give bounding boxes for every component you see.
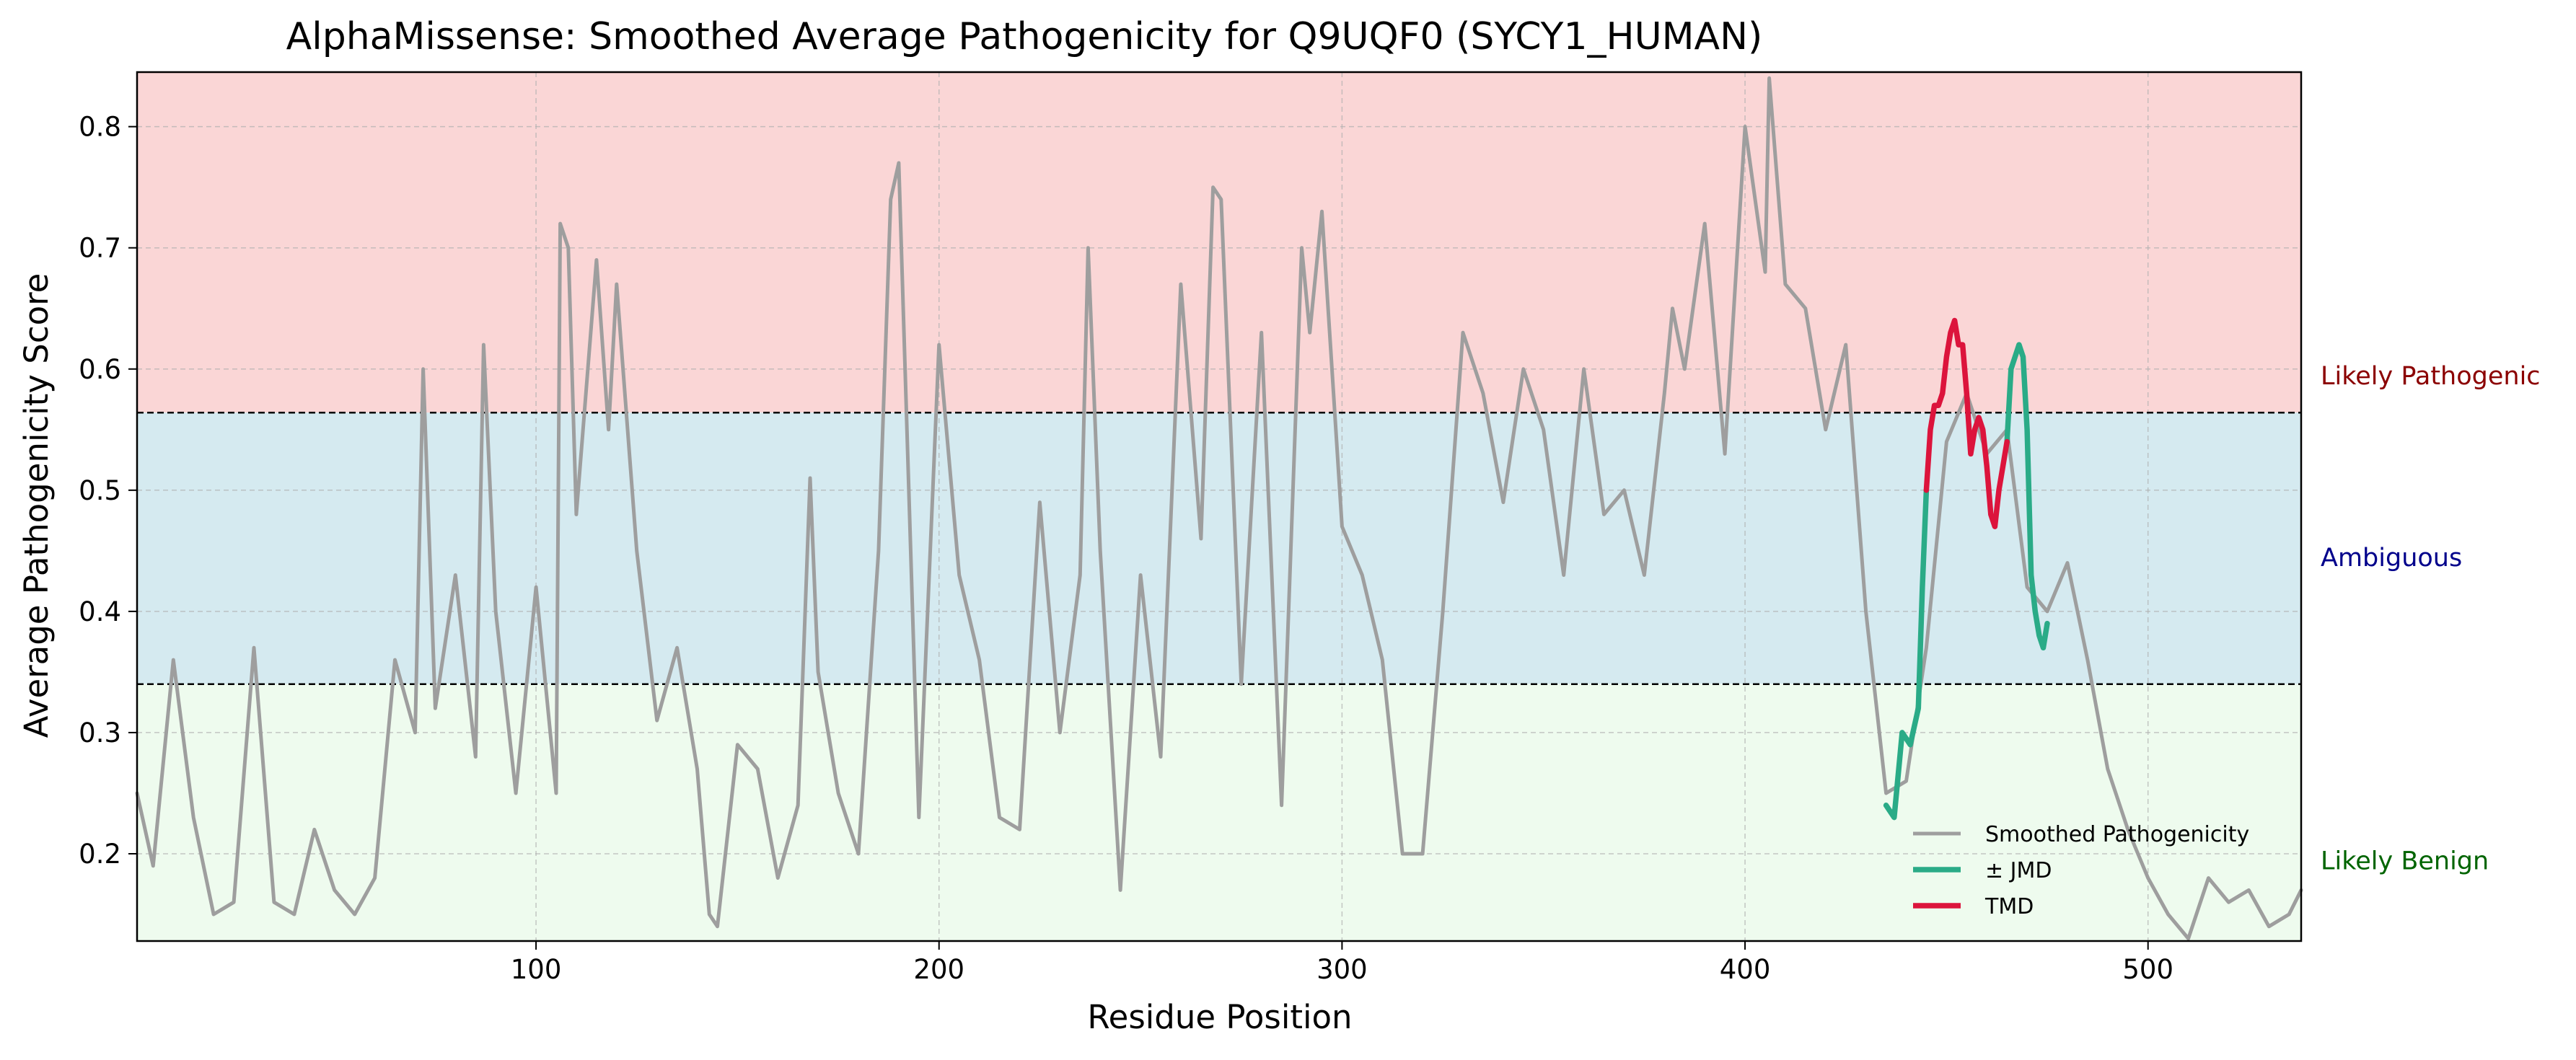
region-likely-pathogenic <box>137 72 2301 413</box>
x-tick-label-100: 100 <box>511 954 562 985</box>
legend-label-tmd: TMD <box>1984 894 2034 919</box>
legend-label-jmd: ± JMD <box>1985 858 2052 883</box>
series-line-jmd-2 <box>2004 342 2050 651</box>
x-tick-label-500: 500 <box>2122 954 2173 985</box>
score-regions <box>137 72 2301 941</box>
y-tick-label-0-2: 0.2 <box>79 839 121 870</box>
legend-label-smoothed-pathogenicity: Smoothed Pathogenicity <box>1985 822 2249 847</box>
x-tick-label-300: 300 <box>1316 954 1368 985</box>
plot-frame <box>136 71 2303 942</box>
y-tick-label-0-8: 0.8 <box>79 112 121 143</box>
region-likely-benign <box>137 684 2301 941</box>
region-label-ambiguous: Ambiguous <box>2321 544 2462 573</box>
region-label-likely-pathogenic: Likely Pathogenic <box>2321 362 2541 391</box>
y-tick-label-0-7: 0.7 <box>79 233 121 264</box>
series-line-jmd-1 <box>1883 487 1930 821</box>
x-axis-ticks: 100 200 300 400 500 <box>511 941 2173 985</box>
y-tick-label-0-5: 0.5 <box>79 475 121 506</box>
grid-lines <box>137 72 2301 941</box>
series-line-smoothed-pathogenicity <box>135 76 2303 941</box>
region-labels: Likely Pathogenic Ambiguous Likely Benign <box>2321 362 2541 875</box>
series-line-tmd <box>1923 317 2010 529</box>
x-tick-label-200: 200 <box>913 954 964 985</box>
x-axis-label: Residue Position <box>1087 998 1352 1036</box>
y-tick-label-0-4: 0.4 <box>79 596 121 627</box>
threshold-lines <box>137 412 2301 685</box>
series-lines <box>135 76 2303 941</box>
y-axis-label: Average Pathogenicity Score <box>17 273 56 738</box>
y-tick-label-0-3: 0.3 <box>79 717 121 748</box>
x-tick-label-400: 400 <box>1720 954 1771 985</box>
legend: Smoothed Pathogenicity ± JMD TMD <box>1913 822 2249 919</box>
y-tick-label-0-6: 0.6 <box>79 354 121 385</box>
y-axis-ticks: 0.2 0.3 0.4 0.5 0.6 0.7 0.8 <box>79 112 137 870</box>
region-label-likely-benign: Likely Benign <box>2321 847 2489 875</box>
chart-title: AlphaMissense: Smoothed Average Pathogen… <box>286 15 1763 58</box>
